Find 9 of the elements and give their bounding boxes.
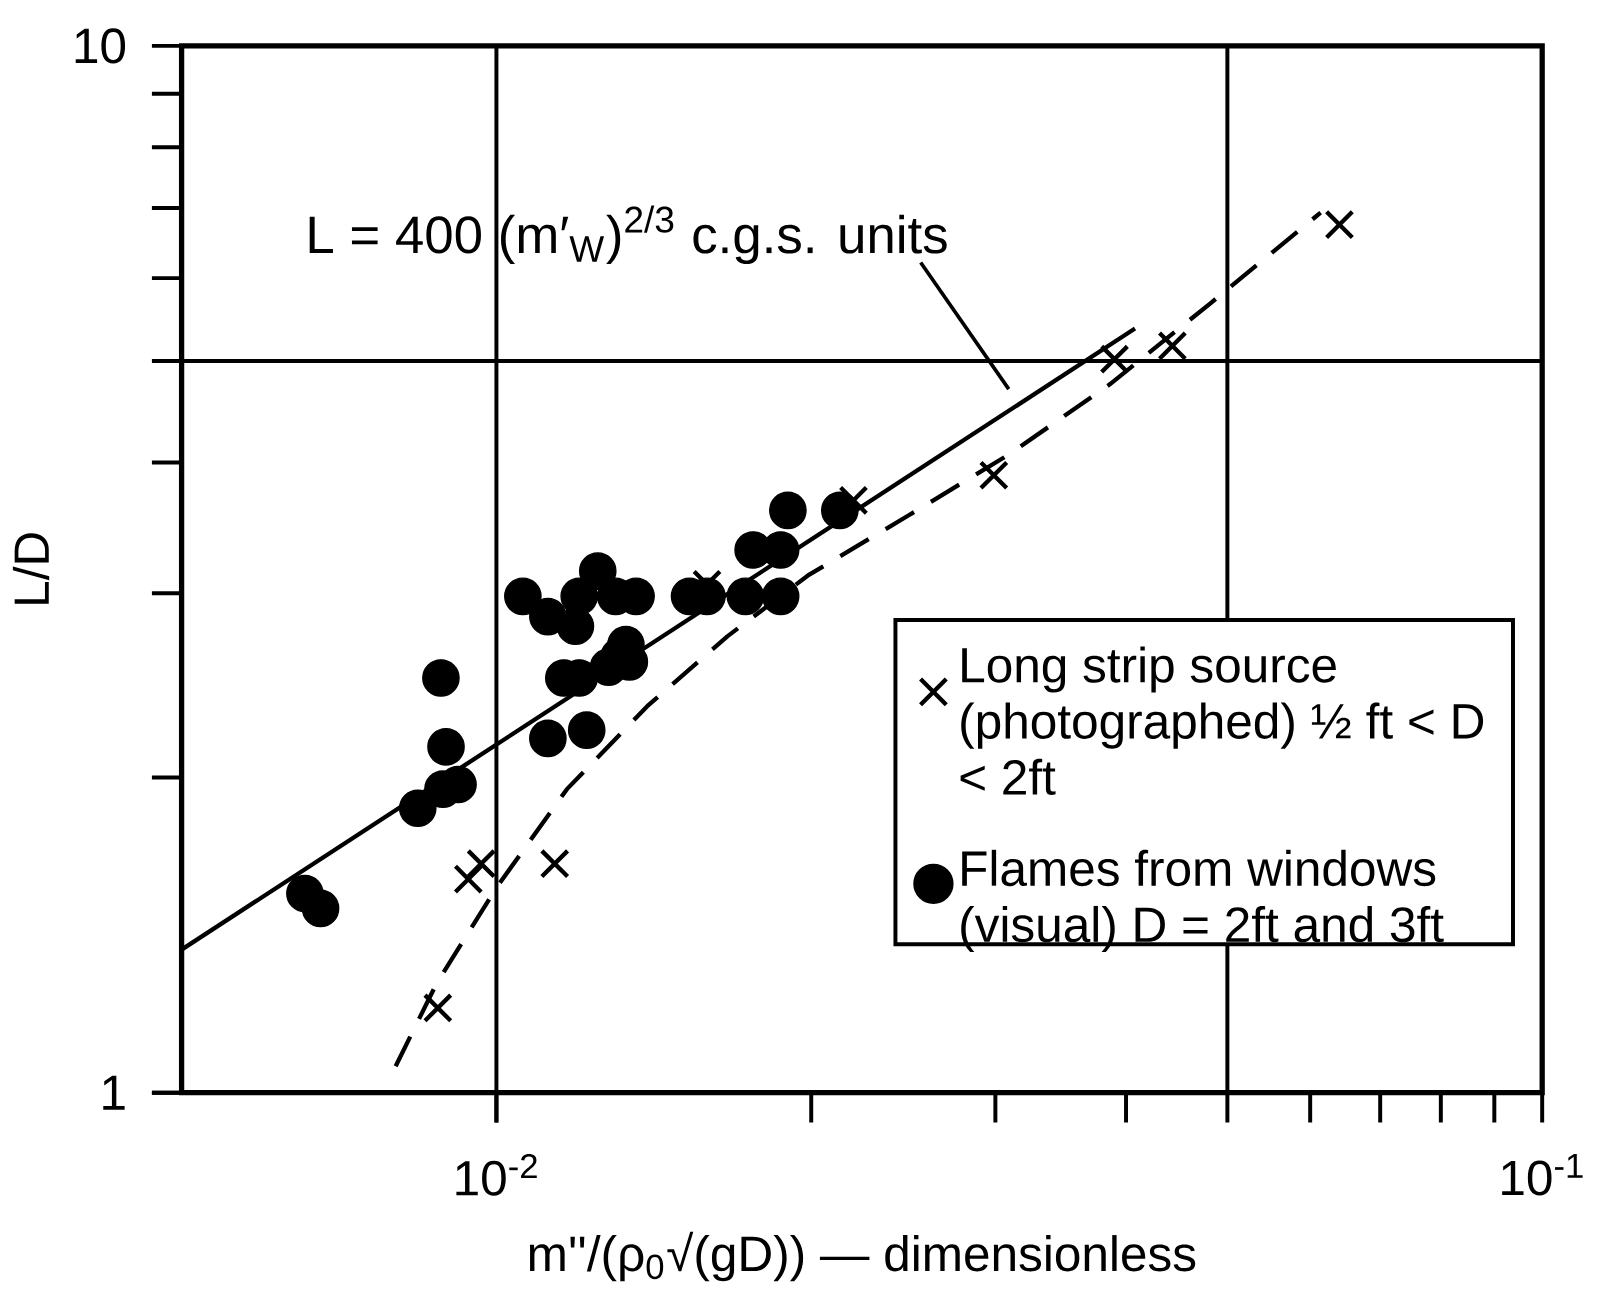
- y-tick-label: 10: [75, 28, 126, 64]
- x-tick-label: 10$^{-2}$: [456, 1153, 537, 1196]
- x-axis-title: m''/(ρ$_{0}$√(gD)) — dimensionless: [529, 1231, 1196, 1282]
- legend-label: Flames from windows (visual) D = 2ft and 3ft: [961, 849, 1444, 952]
- y-tick-label: 1: [103, 1075, 125, 1110]
- legend-label: Long strip source (photographed) ½ ft < D < 2ft: [960, 646, 1484, 795]
- annotation: L = 400 (m′$_{W}$)$^{2/3}$ c.g.s. units: [309, 205, 947, 264]
- y-axis-title: L/D: [12, 533, 50, 604]
- x-tick-label: 10$^{-1}$: [1502, 1153, 1583, 1196]
